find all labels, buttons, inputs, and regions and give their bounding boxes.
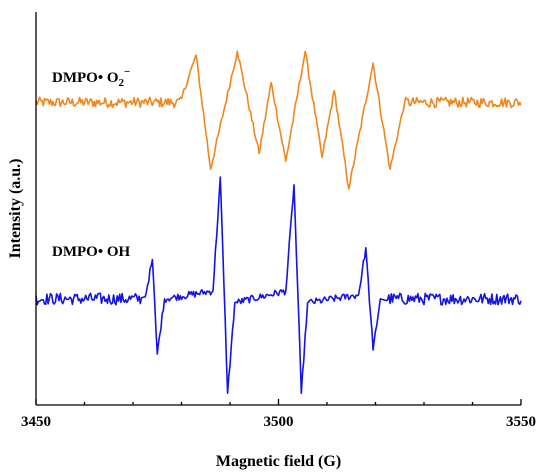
series-label-1: DMPO• OH [52,244,130,260]
x-ticks: 3450 3500 3550 [21,399,536,430]
series-line-0 [35,50,522,190]
series-label-subscript: 2 [119,77,125,89]
series-label-main: DMPO• O [52,70,119,86]
series-line-1 [35,176,522,394]
x-tick-label: 3500 [264,414,294,430]
y-axis-title: Intensity (a.u.) [7,158,24,258]
series-label-superscript: − [124,66,130,78]
plot-area: DMPO• O2− DMPO• OH [35,50,522,394]
series-label-0: DMPO• O2− [52,66,130,89]
x-axis-title: Magnetic field (G) [216,453,341,470]
x-tick-label: 3550 [506,414,536,430]
x-tick-label: 3450 [21,414,51,430]
series-label-main: DMPO• OH [52,244,130,260]
